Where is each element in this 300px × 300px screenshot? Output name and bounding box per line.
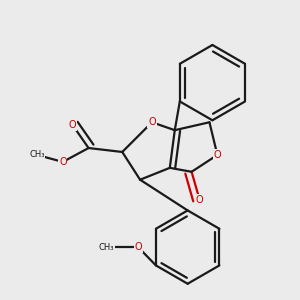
Text: O: O — [214, 150, 221, 160]
Text: O: O — [69, 120, 76, 130]
Text: O: O — [134, 242, 142, 252]
Text: O: O — [59, 157, 67, 167]
Text: CH₃: CH₃ — [99, 243, 114, 252]
Text: O: O — [196, 194, 203, 205]
Text: CH₃: CH₃ — [29, 151, 45, 160]
Text: O: O — [148, 117, 156, 127]
